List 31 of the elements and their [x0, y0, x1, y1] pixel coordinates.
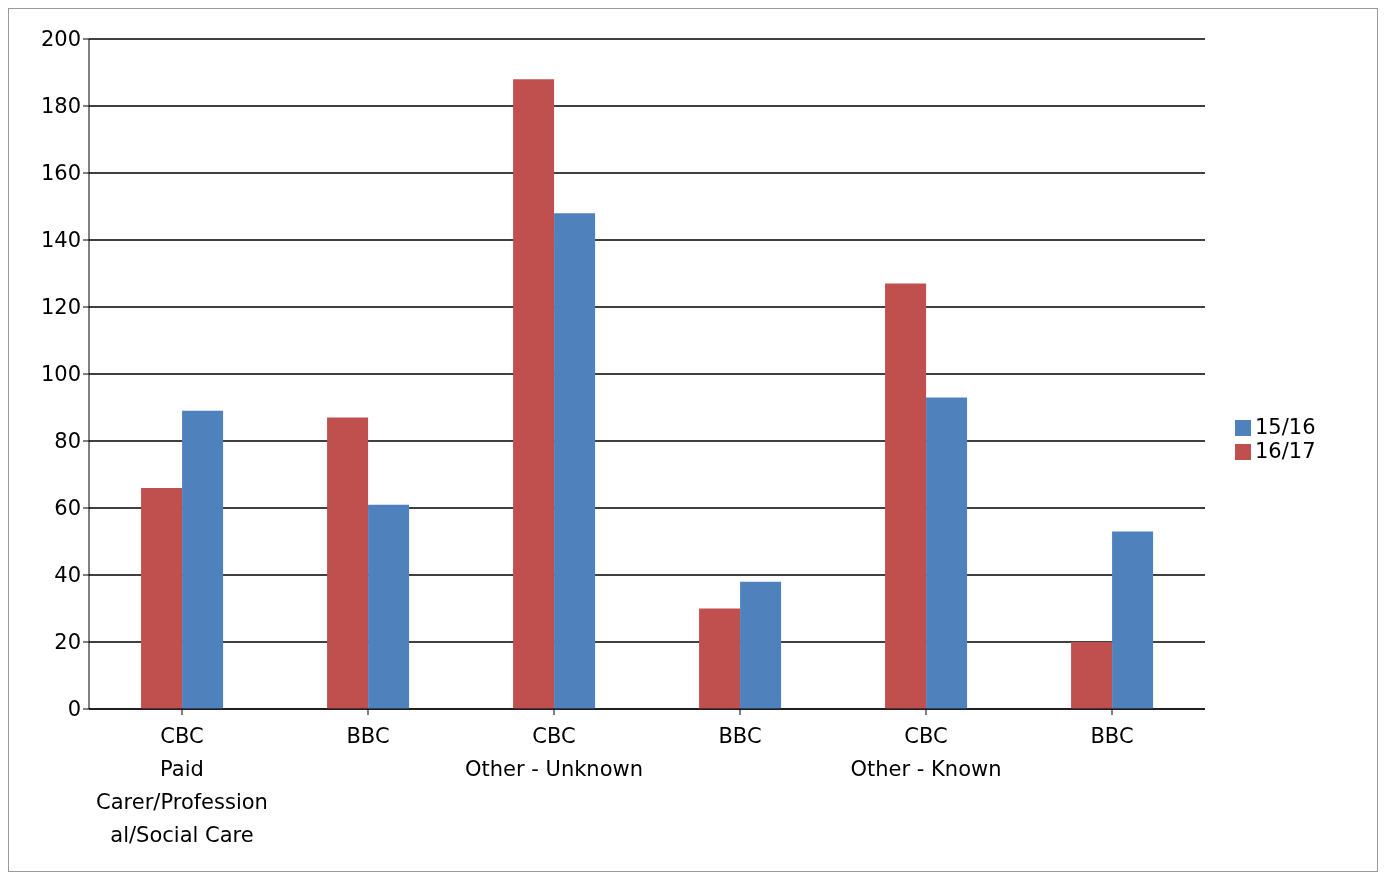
bar: [141, 487, 183, 709]
x-tick-label: BBC: [346, 724, 390, 748]
y-tick-label: 40: [54, 563, 81, 588]
x-tick-label: BBC: [1090, 724, 1134, 748]
y-tick-label: 140: [40, 228, 81, 253]
y-tick-label: 160: [40, 161, 81, 186]
x-tick-label: BBC: [718, 724, 762, 748]
bar: [327, 417, 369, 709]
bar: [926, 397, 968, 709]
x-tick-label: CBC Other - Known: [850, 724, 1002, 781]
y-tick-label: 180: [40, 94, 81, 119]
y-tick-label: 60: [54, 496, 81, 521]
y-tick-label: 100: [40, 362, 81, 387]
bar: [513, 79, 555, 709]
x-tick-label: CBC Other - Unknown: [464, 724, 644, 781]
y-tick-label: 0: [67, 697, 81, 722]
bar: [554, 213, 596, 709]
bar: [182, 410, 224, 709]
bar: [699, 608, 741, 709]
bar: [740, 581, 782, 709]
y-tick-label: 80: [54, 429, 81, 454]
y-tick-label: 200: [40, 27, 81, 52]
y-tick-label: 120: [40, 295, 81, 320]
bar: [368, 504, 410, 709]
y-tick-label: 20: [54, 630, 81, 655]
legend-label: 16/17: [1255, 439, 1316, 463]
bar: [885, 283, 927, 709]
bar: [1112, 531, 1154, 709]
legend-label: 15/16: [1255, 415, 1316, 439]
bar: [1071, 642, 1113, 709]
x-tick-label: CBC Paid Carer/Professional/Social Care: [96, 724, 268, 847]
